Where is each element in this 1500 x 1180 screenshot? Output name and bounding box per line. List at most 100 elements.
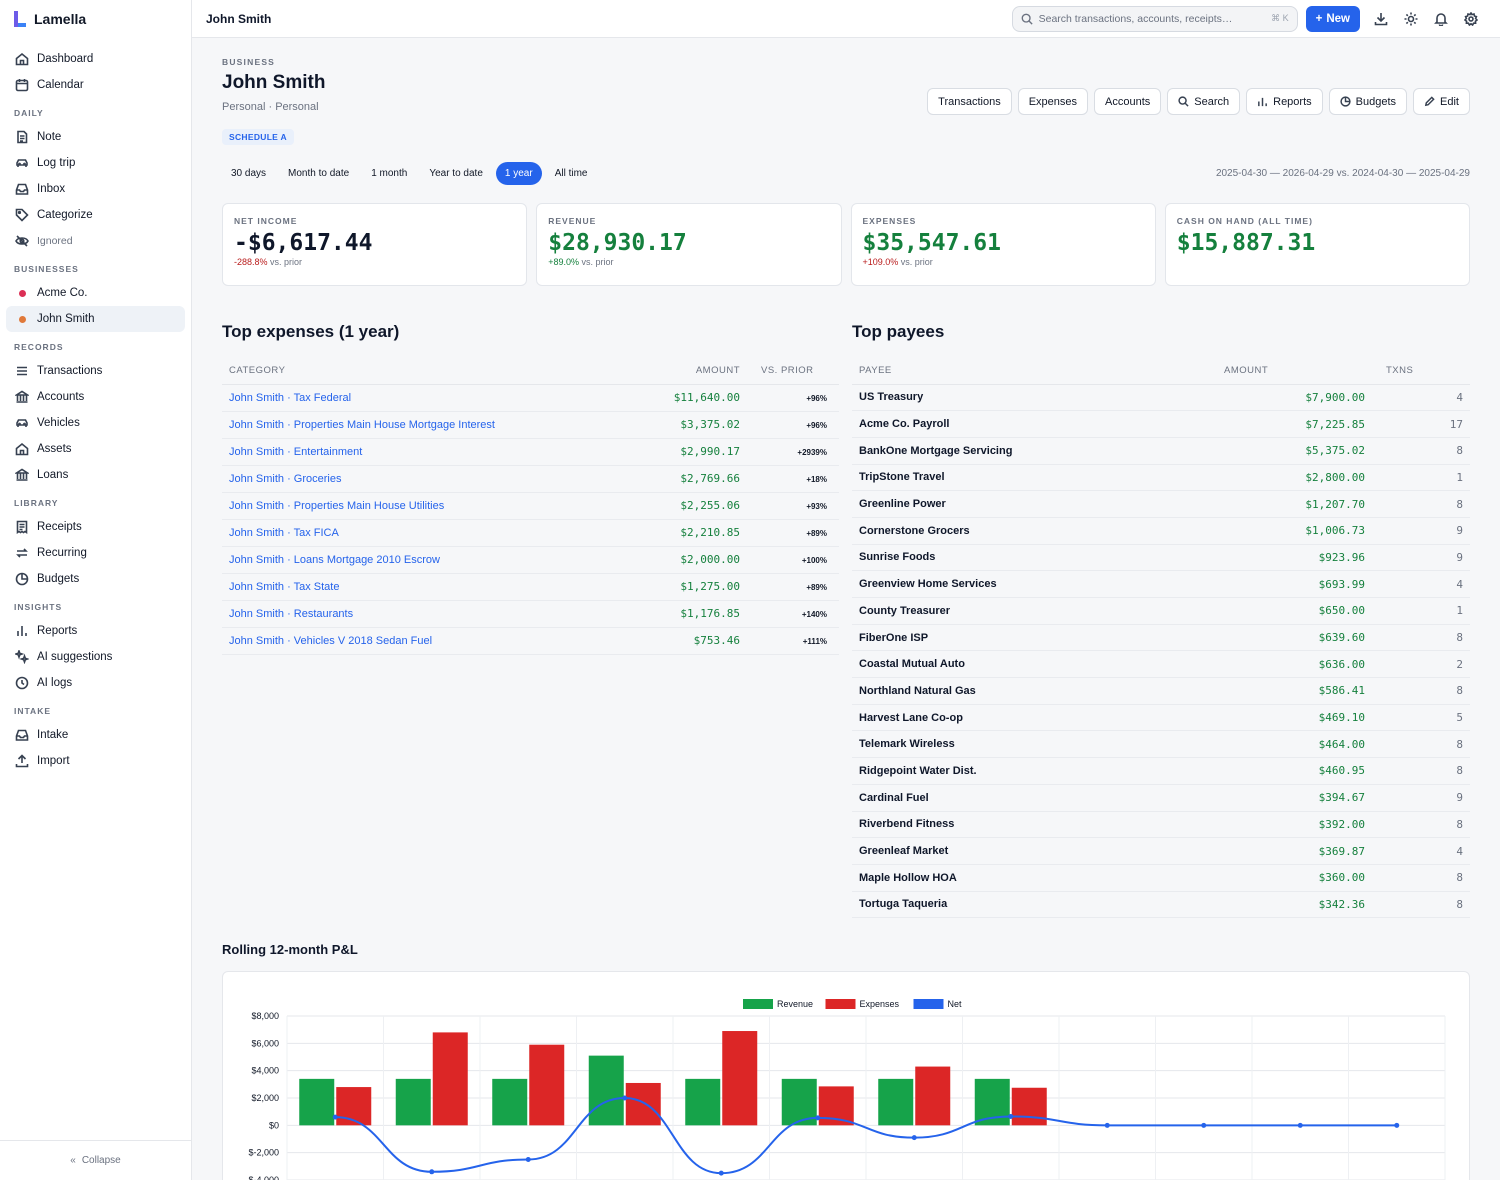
new-button[interactable]: + New [1305,5,1360,32]
nav-group-records: RECORDS [14,342,64,352]
sidebar-item-calendar[interactable]: Calendar [6,72,185,98]
expense-amount: $753.46 [693,634,740,647]
payee-name: Acme Co. Payroll [859,418,950,431]
table-row[interactable]: Riverbend Fitness $392.00 8 [852,811,1470,839]
budgets-button[interactable]: Budgets [1328,88,1408,115]
table-row[interactable]: Harvest Lane Co-op $469.10 5 [852,704,1470,732]
sidebar-item-log-trip[interactable]: Log trip [6,150,185,176]
net-point [1201,1122,1207,1128]
reports-button[interactable]: Reports [1246,88,1323,115]
sidebar-item-transactions[interactable]: Transactions [6,358,185,384]
kpi-label: NET INCOME [234,216,298,226]
table-row[interactable]: Cornerstone Grocers $1,006.73 9 [852,517,1470,545]
sidebar-item-vehicles[interactable]: Vehicles [6,410,185,436]
expenses-button[interactable]: Expenses [1017,88,1089,115]
sidebar-item-receipts[interactable]: Receipts [6,514,185,540]
range-30-days[interactable]: 30 days [231,168,267,179]
table-row[interactable]: John Smith · Entertainment $2,990.17 +2939… [222,438,839,466]
edit-button[interactable]: Edit [1413,88,1470,115]
sidebar-item-inbox[interactable]: Inbox [6,176,185,202]
transactions-button-label: Transactions [938,95,1001,108]
table-row[interactable]: John Smith · Tax State $1,275.00 +89% [222,573,839,601]
accounts-button[interactable]: Accounts [1094,88,1162,115]
table-row[interactable]: Northland Natural Gas $586.41 8 [852,677,1470,705]
category-link[interactable]: John Smith · Properties Main House Utili… [229,499,445,512]
table-row[interactable]: Cardinal Fuel $394.67 9 [852,784,1470,812]
sidebar-item-accounts[interactable]: Accounts [6,384,185,410]
table-row[interactable]: Coastal Mutual Auto $636.00 2 [852,650,1470,679]
expenses-bar [432,1032,468,1126]
table-row[interactable]: FiberOne ISP $639.60 8 [852,624,1470,652]
table-row[interactable]: John Smith · Properties Main House Utili… [222,492,839,520]
notifications-button[interactable] [1426,6,1456,32]
sidebar-item-label: Reports [37,625,78,637]
table-row[interactable]: John Smith · Vehicles V 2018 Sedan Fuel $… [222,627,839,655]
range-1-month[interactable]: 1 month [371,168,408,179]
page-title: John Smith [222,72,326,93]
table-row[interactable]: John Smith · Loans Mortgage 2010 Escrow $… [222,546,839,574]
sidebar-item-john-smith[interactable]: John Smith [6,306,185,332]
legend-label: Expenses [860,999,900,1009]
sidebar-item-assets[interactable]: Assets [6,436,185,462]
search-input[interactable]: Search transactions, accounts, receipts…… [1011,5,1298,32]
table-row[interactable]: Telemark Wireless $464.00 8 [852,730,1470,759]
table-row[interactable]: Acme Co. Payroll $7,225.85 17 [852,410,1470,438]
category-link[interactable]: John Smith · Loans Mortgage 2010 Escrow [229,553,440,566]
sidebar-item-loans[interactable]: Loans [6,462,185,488]
sidebar-item-acme-co[interactable]: Acme Co. [6,280,185,306]
sidebar-item-ai-suggestions[interactable]: AI suggestions [6,644,185,670]
table-row[interactable]: John Smith · Tax FICA $2,210.85 +89% [222,519,839,547]
brand[interactable]: Lamella [0,0,191,38]
table-row[interactable]: John Smith · Properties Main House Mortg… [222,411,839,439]
search-button[interactable]: Search [1167,88,1241,115]
sidebar-item-import[interactable]: Import [6,748,185,774]
table-row[interactable]: Ridgepoint Water Dist. $460.95 8 [852,757,1470,785]
category-link[interactable]: John Smith · Vehicles V 2018 Sedan Fuel [229,634,433,647]
payee-name: Maple Hollow HOA [859,871,957,884]
table-row[interactable]: TripStone Travel $2,800.00 1 [852,464,1470,492]
sidebar-item-ignored[interactable]: Ignored [6,228,185,254]
settings-button[interactable] [1456,6,1486,32]
bell-icon [1434,12,1448,26]
reports-button-label: Reports [1273,95,1312,108]
sidebar-item-ai-logs[interactable]: AI logs [6,670,185,696]
sidebar-item-reports[interactable]: Reports [6,618,185,644]
payee-name: BankOne Mortgage Servicing [859,444,1013,457]
sidebar-item-recurring[interactable]: Recurring [6,540,185,566]
table-row[interactable]: Maple Hollow HOA $360.00 8 [852,864,1470,892]
table-row[interactable]: John Smith · Groceries $2,769.66 +18% [222,465,839,493]
table-row[interactable]: Sunrise Foods $923.96 9 [852,544,1470,572]
table-row[interactable]: County Treasurer $650.00 1 [852,597,1470,625]
table-row[interactable]: Greenline Power $1,207.70 8 [852,490,1470,518]
sidebar-item-budgets[interactable]: Budgets [6,566,185,592]
category-link[interactable]: John Smith · Properties Main House Mortg… [229,418,495,431]
range-1-year[interactable]: 1 year [495,162,542,185]
range-all-time[interactable]: All time [554,168,588,179]
inbox-icon [15,183,29,195]
table-row[interactable]: BankOne Mortgage Servicing $5,375.02 8 [852,437,1470,465]
table-row[interactable]: Tortuga Taqueria $342.36 8 [852,891,1470,919]
table-row[interactable]: John Smith · Restaurants $1,176.85 +140% [222,600,839,628]
sidebar-item-dashboard[interactable]: Dashboard [6,46,185,72]
table-row[interactable]: Greenview Home Services $693.99 4 [852,570,1470,598]
repeat-icon [16,548,28,558]
sidebar-item-categorize[interactable]: Categorize [6,202,185,228]
table-row[interactable]: John Smith · Tax Federal $11,640.00 +96% [222,384,839,412]
category-link[interactable]: John Smith · Tax State [229,580,340,593]
category-link[interactable]: John Smith · Entertainment [229,445,363,458]
transactions-button[interactable]: Transactions [927,88,1012,115]
category-link[interactable]: John Smith · Restaurants [229,607,354,620]
category-link[interactable]: John Smith · Tax Federal [229,391,352,404]
sidebar-item-note[interactable]: Note [6,124,185,150]
table-row[interactable]: US Treasury $7,900.00 4 [852,384,1470,412]
category-link[interactable]: John Smith · Groceries [229,472,342,485]
theme-toggle-button[interactable] [1396,6,1426,32]
payee-amount: $923.96 [1318,550,1365,564]
sidebar-item-intake[interactable]: Intake [6,722,185,748]
range-year-to-date[interactable]: Year to date [429,168,483,179]
download-button[interactable] [1366,6,1396,32]
range-month-to-date[interactable]: Month to date [288,168,350,179]
category-link[interactable]: John Smith · Tax FICA [229,526,339,539]
collapse-button[interactable]: « Collapse [0,1140,191,1180]
table-row[interactable]: Greenleaf Market $369.87 4 [852,837,1470,865]
